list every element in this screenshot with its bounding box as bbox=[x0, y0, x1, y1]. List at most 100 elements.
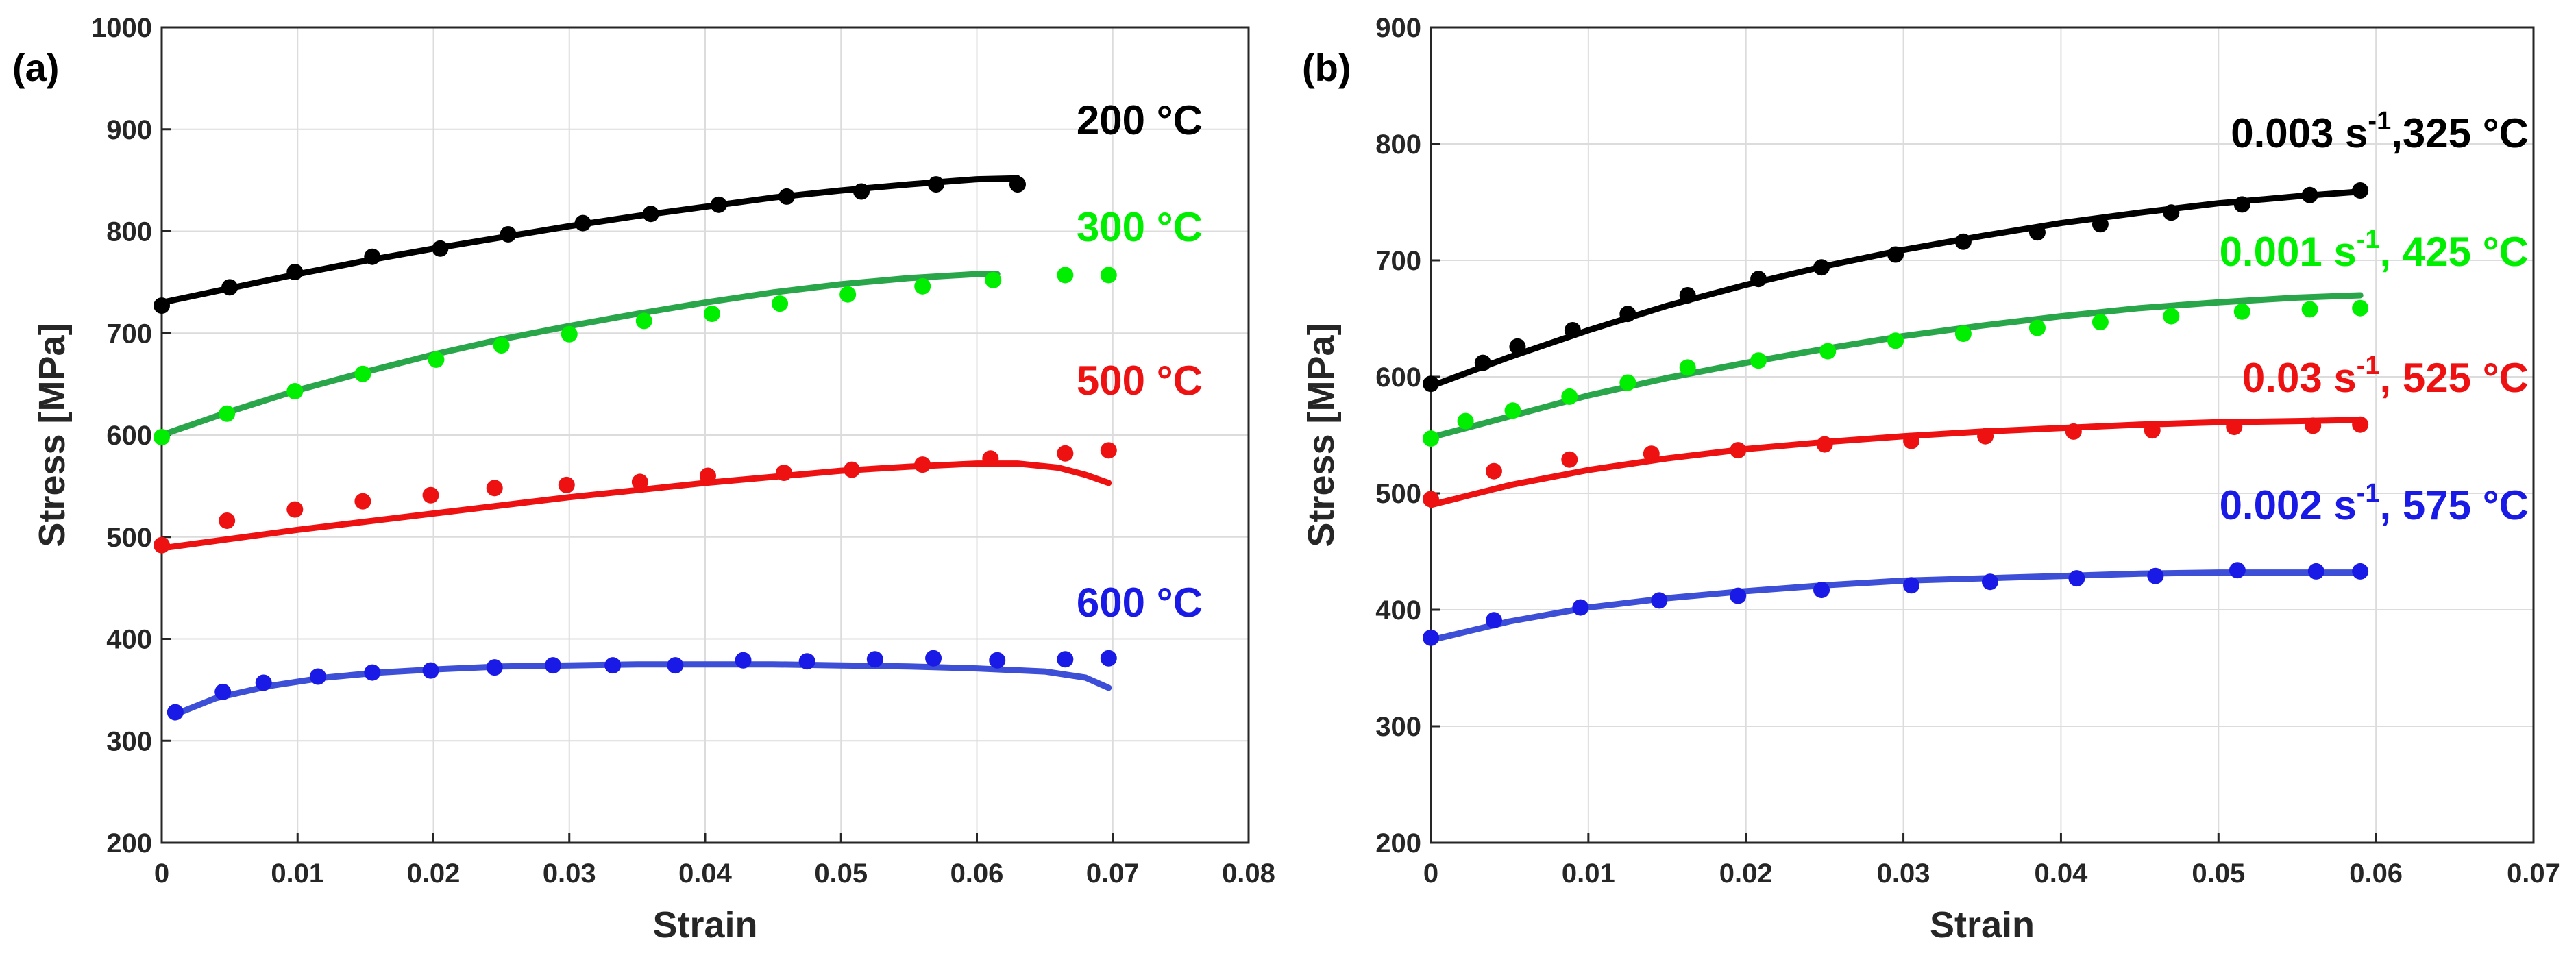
x-tick-label: 0.02 bbox=[1719, 858, 1773, 889]
data-point bbox=[1485, 612, 1502, 629]
fit-line bbox=[1427, 417, 2364, 508]
y-tick-label: 900 bbox=[1375, 13, 1421, 43]
data-point bbox=[2352, 299, 2369, 317]
series-label-sup: -1 bbox=[2357, 479, 2380, 508]
data-point bbox=[1423, 375, 1439, 393]
series-label: 600 °C bbox=[1077, 580, 1203, 626]
data-point bbox=[1423, 629, 1439, 646]
data-point bbox=[1504, 402, 1521, 419]
data-point bbox=[364, 664, 381, 681]
y-tick-label: 700 bbox=[1375, 246, 1421, 276]
series-label-main: 0.03 s bbox=[2242, 355, 2357, 401]
data-point bbox=[2092, 314, 2109, 331]
x-tick-label: 0 bbox=[1423, 858, 1438, 889]
data-point bbox=[167, 704, 184, 721]
y-axis-label: Stress [MPa] bbox=[1301, 323, 1342, 547]
y-tick-label: 300 bbox=[106, 726, 152, 756]
data-point bbox=[486, 659, 503, 676]
series-label-main: 600 °C bbox=[1077, 580, 1203, 626]
data-point bbox=[1561, 451, 1578, 468]
series-label-rest: , 525 °C bbox=[2380, 355, 2529, 401]
data-point bbox=[2144, 422, 2161, 439]
data-point bbox=[354, 365, 371, 382]
series-label: 200 °C bbox=[1077, 97, 1203, 143]
data-point bbox=[703, 305, 720, 322]
data-point bbox=[2065, 423, 2082, 440]
series-label: 300 °C bbox=[1077, 204, 1203, 250]
fit-line bbox=[1427, 188, 2364, 390]
series-3: 0.03 s-1, 525 °C bbox=[1423, 351, 2529, 508]
data-point bbox=[1813, 259, 1830, 276]
y-tick-label: 500 bbox=[1375, 479, 1421, 509]
y-tick-label: 600 bbox=[106, 421, 152, 451]
data-point bbox=[2163, 308, 2180, 325]
y-tick-label: 200 bbox=[106, 828, 152, 858]
x-tick-label: 0.01 bbox=[1562, 858, 1615, 889]
data-point bbox=[558, 476, 575, 493]
data-point bbox=[1887, 246, 1904, 263]
data-point bbox=[1903, 577, 1920, 594]
series-1: 0.003 s-1,325 °C bbox=[1423, 107, 2529, 393]
data-point bbox=[1509, 338, 1526, 355]
series-label-main: 0.001 s bbox=[2220, 229, 2357, 275]
data-point bbox=[154, 297, 170, 314]
data-point bbox=[914, 456, 931, 473]
data-point bbox=[255, 674, 272, 691]
data-point bbox=[635, 312, 652, 330]
data-point bbox=[1750, 271, 1767, 288]
fit-line bbox=[158, 175, 1021, 306]
series-label-main: 200 °C bbox=[1077, 97, 1203, 143]
data-point bbox=[982, 450, 999, 467]
y-tick-label: 300 bbox=[1375, 712, 1421, 742]
data-point bbox=[1485, 462, 1502, 480]
data-point bbox=[1057, 267, 1074, 284]
series-label-main: 300 °C bbox=[1077, 204, 1203, 250]
x-tick-label: 0.06 bbox=[2349, 858, 2403, 889]
data-point bbox=[1572, 599, 1589, 616]
data-point bbox=[839, 286, 857, 303]
series-4: 0.002 s-1, 575 °C bbox=[1423, 479, 2529, 646]
y-tick-label: 400 bbox=[1375, 595, 1421, 626]
data-point bbox=[1903, 432, 1920, 449]
series-2: 300 °C bbox=[154, 204, 1203, 445]
series-label-rest: , 425 °C bbox=[2380, 229, 2529, 275]
data-point bbox=[667, 657, 684, 674]
data-point bbox=[2028, 224, 2046, 241]
data-point bbox=[866, 651, 883, 668]
data-point bbox=[1887, 332, 1904, 349]
data-point bbox=[154, 428, 170, 445]
data-point bbox=[561, 325, 578, 343]
data-point bbox=[1423, 430, 1439, 447]
series-2: 0.001 s-1, 425 °C bbox=[1423, 225, 2529, 447]
data-point bbox=[1750, 352, 1767, 369]
data-point bbox=[1816, 436, 1833, 453]
data-point bbox=[221, 279, 238, 296]
data-point bbox=[989, 652, 1006, 669]
data-point bbox=[2092, 216, 2109, 233]
data-point bbox=[798, 653, 815, 670]
data-point bbox=[1730, 442, 1747, 459]
data-point bbox=[432, 240, 449, 257]
data-point bbox=[1100, 267, 1117, 284]
series-label-main: 0.003 s bbox=[2231, 110, 2368, 156]
data-point bbox=[1954, 325, 1972, 343]
y-tick-label: 200 bbox=[1375, 828, 1421, 858]
series-label-sup: -1 bbox=[2357, 351, 2380, 380]
series-label-main: 500 °C bbox=[1077, 358, 1203, 404]
data-point bbox=[914, 277, 931, 295]
series-label-sup: -1 bbox=[2357, 225, 2380, 254]
data-point bbox=[286, 501, 304, 518]
data-point bbox=[2307, 563, 2324, 580]
data-point bbox=[1100, 650, 1117, 667]
data-point bbox=[422, 662, 439, 679]
data-point bbox=[1813, 582, 1830, 599]
y-tick-label: 1000 bbox=[91, 13, 152, 43]
data-point bbox=[1619, 306, 1636, 323]
x-tick-label: 0.03 bbox=[1877, 858, 1930, 889]
y-tick-label: 900 bbox=[106, 115, 152, 145]
x-tick-label: 0.05 bbox=[814, 858, 868, 889]
data-point bbox=[2028, 319, 2046, 336]
series-label: 500 °C bbox=[1077, 358, 1203, 404]
data-point bbox=[493, 337, 510, 354]
